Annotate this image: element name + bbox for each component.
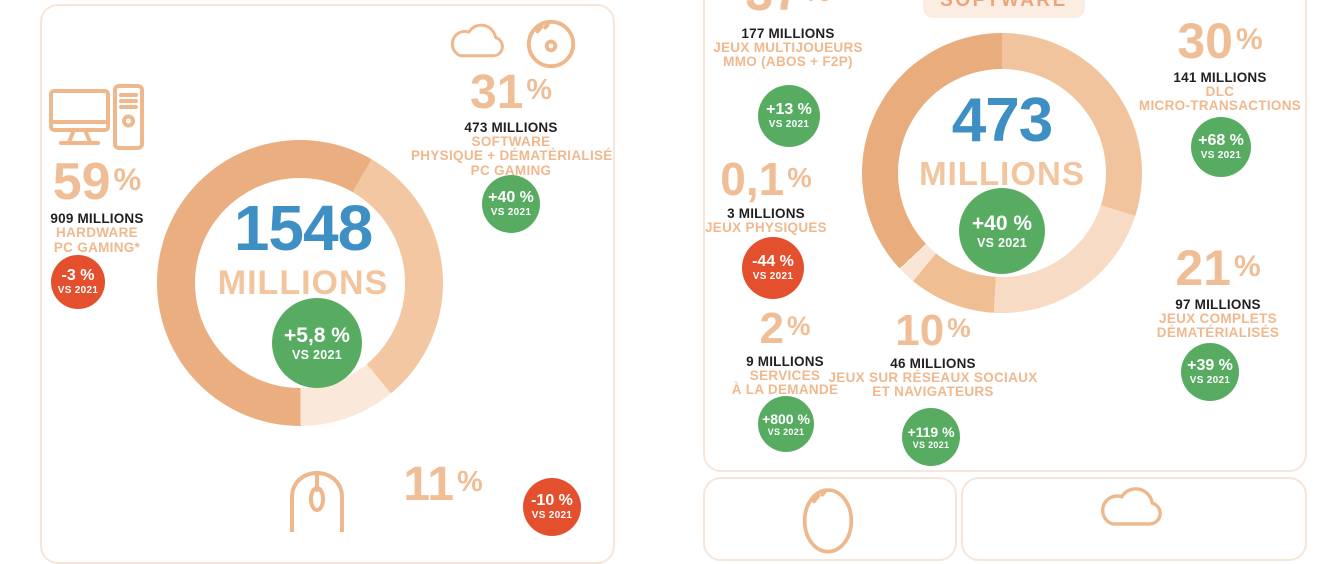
total-value: 1548 [233,192,373,264]
total-change-badge: +5,8 % VS 2021 [272,298,362,388]
software-donut [862,33,1142,313]
stat-social: 10% 46 MILLIONS JEUX SUR RÉSEAUX SOCIAUX… [813,306,1053,400]
pc-gaming-donut-center: 1548 MILLIONS [157,196,449,300]
software-header-label: SOFTWARE [940,0,1068,11]
stat-complets: 21% 97 MILLIONS JEUX COMPLETS DÉMATÉRIAL… [1118,240,1318,341]
infographic-canvas: { "glyphs": { "percent": "%" }, "colors"… [17,0,1320,564]
social-pct: 10% [895,306,971,355]
software-donut-center: 473 MILLIONS [862,86,1142,192]
software-total-value: 473 [951,86,1053,155]
mmo-change-badge: +13 % VS 2021 [758,85,820,147]
mouse-icon [288,468,346,532]
egg-icon [800,483,856,555]
stat-accessories: 11% [393,458,493,511]
software-pct: 31% [470,66,552,119]
dlc-pct: 30% [1177,13,1263,69]
dlc-change-badge: +68 % VS 2021 [1191,117,1251,177]
hardware-change-badge: -3 % VS 2021 [51,255,105,309]
mmo-pct: 37% [698,0,878,18]
software-total-change-badge: +40 % VS 2021 [959,188,1045,274]
social-change-badge: +119 % VS 2021 [902,408,960,466]
disc-icon [524,17,578,71]
complets-pct: 21% [1175,240,1261,296]
hardware-amount: 909 MILLIONS [50,211,144,227]
total-unit: MILLIONS [217,264,389,302]
software-header-chip: SOFTWARE [923,0,1085,18]
services-pct: 2% [759,304,811,353]
services-change-badge: +800 % VS 2021 [758,396,814,452]
cloud-icon-2 [1092,485,1170,529]
stat-mmo: 37% 177 MILLIONS JEUX MULTIJOUEURS MMO (… [698,0,878,70]
accessories-change-badge: -10 % VS 2021 [523,478,581,536]
stat-software: 31% 473 MILLIONS SOFTWARE PHYSIQUE + DÉM… [411,66,613,178]
software-change-badge: +40 % VS 2021 [482,175,540,233]
complets-change-badge: +39 % VS 2021 [1181,343,1239,401]
stat-hardware: 59% 909 MILLIONS HARDWARE PC GAMING* [17,153,177,255]
stat-physical: 0,1% 3 MILLIONS JEUX PHYSIQUES [686,153,846,235]
hardware-pct: 59% [52,153,142,211]
computer-icon [48,84,144,154]
accessories-pct: 11% [403,458,483,511]
physical-pct: 0,1% [720,153,812,205]
cloud-icon [443,22,511,60]
physical-change-badge: -44 % VS 2021 [742,237,804,299]
stat-dlc: 30% 141 MILLIONS DLC MICRO-TRANSACTIONS [1120,13,1320,114]
software-total-unit: MILLIONS [919,155,1085,192]
stat-services: 2% 9 MILLIONS SERVICES À LA DEMANDE [705,304,865,398]
